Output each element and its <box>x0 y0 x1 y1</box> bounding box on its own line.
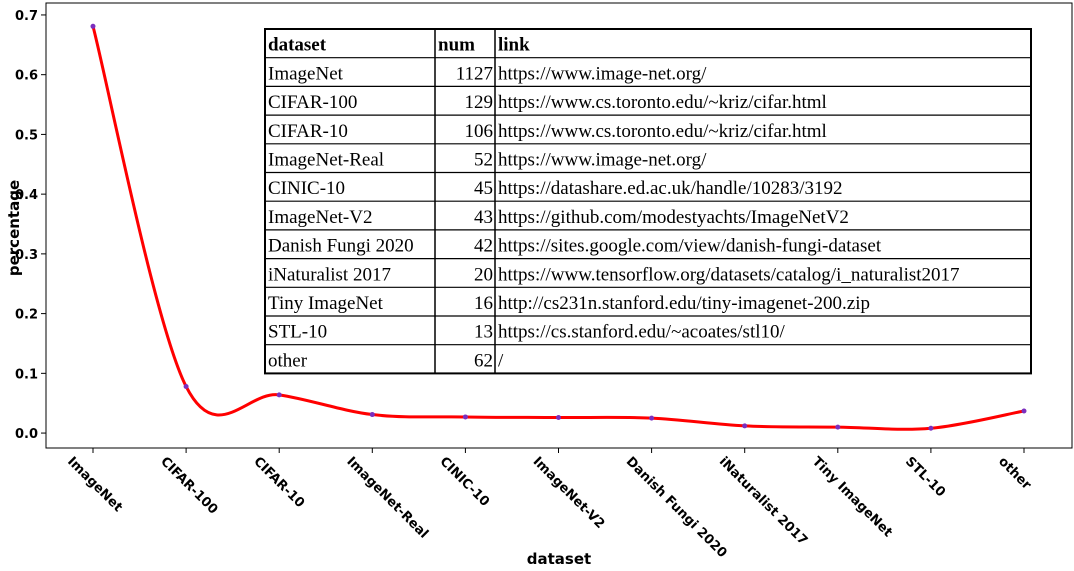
y-tick-label: 0.5 <box>15 128 38 143</box>
y-tick-label: 0.0 <box>15 427 38 442</box>
table-cell-num: 129 <box>465 92 494 113</box>
table-cell-link: https://datashare.ed.ac.uk/handle/10283/… <box>498 178 843 199</box>
data-point <box>835 424 841 430</box>
x-tick-label: other <box>995 454 1034 493</box>
table-cell-dataset: Tiny ImageNet <box>268 293 384 314</box>
table-cell-dataset: Danish Fungi 2020 <box>268 236 414 257</box>
table-cell-dataset: ImageNet <box>268 63 344 84</box>
x-axis-label: dataset <box>527 550 591 568</box>
x-tick-label: ImageNet <box>64 454 125 515</box>
table-cell-num: 106 <box>465 121 494 142</box>
x-tick-label: Tiny ImageNet <box>809 454 895 540</box>
table-cell-num: 13 <box>474 322 493 343</box>
table-cell-link: https://www.image-net.org/ <box>498 63 707 84</box>
y-tick-label: 0.1 <box>15 367 38 382</box>
table-cell-num: 45 <box>474 178 493 199</box>
x-tick-label: ImageNet-V2 <box>530 454 608 532</box>
data-point <box>928 425 934 431</box>
x-tick-label: CINIC-10 <box>437 454 492 509</box>
data-point <box>556 415 561 421</box>
table-cell-dataset: CIFAR-100 <box>268 92 357 113</box>
table-cell-num: 42 <box>474 236 493 257</box>
table-header-link: link <box>498 35 530 56</box>
y-tick-label: 0.6 <box>15 69 38 84</box>
data-point <box>90 23 96 29</box>
data-point <box>649 415 655 421</box>
table-cell-link: http://cs231n.stanford.edu/tiny-imagenet… <box>498 293 870 314</box>
table-cell-link: https://www.image-net.org/ <box>498 150 707 171</box>
x-tick-label: iNaturalist 2017 <box>716 454 810 548</box>
x-tick-label: ImageNet-Real <box>343 454 430 541</box>
table-cell-num: 43 <box>474 207 493 228</box>
x-tick-label: CIFAR-10 <box>250 454 307 511</box>
table-cell-link: / <box>498 350 504 371</box>
table-cell-dataset: ImageNet-Real <box>268 150 384 171</box>
x-tick-label: STL-10 <box>902 454 948 500</box>
data-point <box>369 412 375 418</box>
data-point <box>462 414 468 420</box>
x-axis-ticks: ImageNet CIFAR-100 CIFAR-10 ImageNet-Real CI… <box>64 448 1034 561</box>
y-tick-label: 0.3 <box>15 248 38 263</box>
y-tick-label: 0.2 <box>15 308 38 323</box>
table-header-dataset: dataset <box>268 35 327 56</box>
y-tick-label: 0.7 <box>15 9 38 24</box>
data-point <box>183 383 189 389</box>
table-cell-link: https://www.tensorflow.org/datasets/cata… <box>498 264 960 285</box>
x-tick-label: Danish Fungi 2020 <box>623 454 730 561</box>
table-header-num: num <box>438 35 475 56</box>
table-cell-link: https://www.cs.toronto.edu/~kriz/cifar.h… <box>498 92 827 113</box>
table-cell-dataset: ImageNet-V2 <box>268 207 372 228</box>
y-tick-label: 0.4 <box>15 188 38 203</box>
table-cell-num: 52 <box>474 150 493 171</box>
table-cell-link: https://github.com/modestyachts/ImageNet… <box>498 207 849 228</box>
table-cell-dataset: iNaturalist 2017 <box>268 264 391 285</box>
data-point <box>276 392 282 398</box>
y-axis-label: percentage <box>5 180 23 276</box>
table-cell-num: 20 <box>474 264 493 285</box>
table-cell-dataset: CIFAR-10 <box>268 121 348 142</box>
table-cell-link: https://sites.google.com/view/danish-fun… <box>498 236 882 257</box>
table-cell-dataset: CINIC-10 <box>268 178 345 199</box>
table-cell-num: 1127 <box>456 63 493 84</box>
table-cell-link: https://cs.stanford.edu/~acoates/stl10/ <box>498 322 786 343</box>
table-cell-link: https://www.cs.toronto.edu/~kriz/cifar.h… <box>498 121 827 142</box>
table-cell-dataset: STL-10 <box>268 322 327 343</box>
table-cell-num: 62 <box>474 350 493 371</box>
table-cell-dataset: other <box>268 350 308 371</box>
y-axis-ticks: 0.0 0.1 0.2 0.3 0.4 0.5 0.6 0.7 <box>15 9 46 442</box>
data-point <box>1021 408 1027 414</box>
table-cell-num: 16 <box>474 293 493 314</box>
x-tick-label: CIFAR-100 <box>157 454 220 517</box>
data-point <box>742 423 748 429</box>
series-markers <box>90 23 1027 431</box>
